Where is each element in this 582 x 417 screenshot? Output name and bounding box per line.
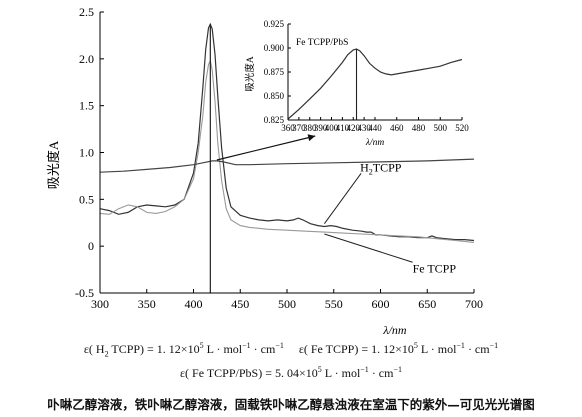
inset-x-tick-label: 360 [281,123,295,133]
main-annotations: H2TCPP Fe TCPP [323,160,457,275]
inset-x-tick-label: 480 [412,123,426,133]
main-series-group [99,22,475,243]
main-y-tick-label: 1.5 [79,99,94,113]
main-x-tick-label: 500 [278,297,296,311]
pointer-arrowhead [307,134,316,142]
inset-x-tick-label: 430 [357,123,371,133]
main-x-axis-label: λ/nm [382,323,407,337]
fetcpp-label: Fe TCPP [413,261,457,275]
main-y-tick-label: 2.5 [79,5,94,19]
inset-series-group [287,48,463,120]
main-x-tick-label: 600 [372,297,390,311]
main-y-tick-label: 2.0 [79,52,94,66]
main-y-tick-label: 1.0 [79,146,94,160]
epsilon-fetcpp-pbs: ε( Fe TCPP/PbS) = 5. 04×105 L · mol−1 · … [180,365,402,380]
inset-x-tick-label: 370 [292,123,306,133]
inset-x-tick-label: 460 [390,123,404,133]
h2tcpp-leader-line [323,173,362,224]
main-y-tick-label: 0.5 [79,192,94,206]
main-x-tick-label: 450 [231,297,249,311]
epsilon-h2tcpp: ε( H2 TCPP) = 1. 12×105 L · mol−1 · cm−1 [83,341,284,359]
series-line-fe-tcpp [99,58,475,243]
inset-background [288,24,462,120]
inset-title: Fe TCPP/PbS [296,38,348,48]
main-tick-labels: 300 350 400 450 500 550 600 650 700 -0.5 0 0.5 1.0 1.… [75,5,483,311]
equation-line-2: ε( Fe TCPP/PbS) = 5. 04×105 L · mol−1 · … [0,365,582,381]
inset-y-tick-label: 0.925 [264,19,285,29]
main-x-tick-label: 350 [138,297,156,311]
main-y-axis-label: 吸光度A [46,140,61,189]
main-axes [99,11,475,294]
epsilon-fetcpp: ε( Fe TCPP) = 1. 12×105 L · mol−1 · cm−1 [298,341,499,356]
inset-x-tick-label: 400 [325,123,339,133]
figure-caption: 卟啉乙醇溶液，铁卟啉乙醇溶液，固载铁卟啉乙醇悬浊液在室温下的紫外—可见光光谱图 [47,397,535,412]
inset-x-tick-label: 380 [303,123,317,133]
main-y-tick-label: 0 [88,239,94,253]
main-chart: 300 350 400 450 500 550 600 650 700 -0.5 0 0.5 1.0 1.… [46,5,483,337]
equation-line-1: ε( H2 TCPP) = 1. 12×105 L · mol−1 · cm−1… [0,341,582,358]
inset-x-axis-label: λ/nm [365,138,385,148]
inset-axes [287,23,463,121]
inset-y-tick-label: 0.825 [264,115,285,125]
h2tcpp-label: H2TCPP [360,160,402,176]
inset-pointer-arrow [216,134,316,161]
inset-series-line [287,48,463,120]
series-line-fe-tcpp-pbs [99,158,475,173]
main-y-tick-label: -0.5 [75,286,94,300]
main-x-tick-label: 400 [185,297,203,311]
inset-x-tick-label: 420 [347,123,361,133]
inset-x-tick-label: 520 [455,123,469,133]
inset-x-tick-label: 440 [368,123,382,133]
main-x-tick-label: 300 [91,297,109,311]
inset-x-tick-label: 500 [434,123,448,133]
inset-x-tick-label: 410 [336,123,350,133]
main-x-tick-label: 550 [325,297,343,311]
fetcpp-leader-line [324,233,413,263]
pointer-line [216,135,316,161]
inset-x-tick-label: 390 [314,123,328,133]
main-x-tick-label: 650 [418,297,436,311]
inset-y-tick-label: 0.875 [264,67,285,77]
inset-y-tick-label: 0.900 [264,43,285,53]
inset-y-tick-label: 0.850 [264,91,285,101]
main-x-tick-label: 700 [465,297,483,311]
inset-y-axis-label: 吸光度A [244,56,256,92]
